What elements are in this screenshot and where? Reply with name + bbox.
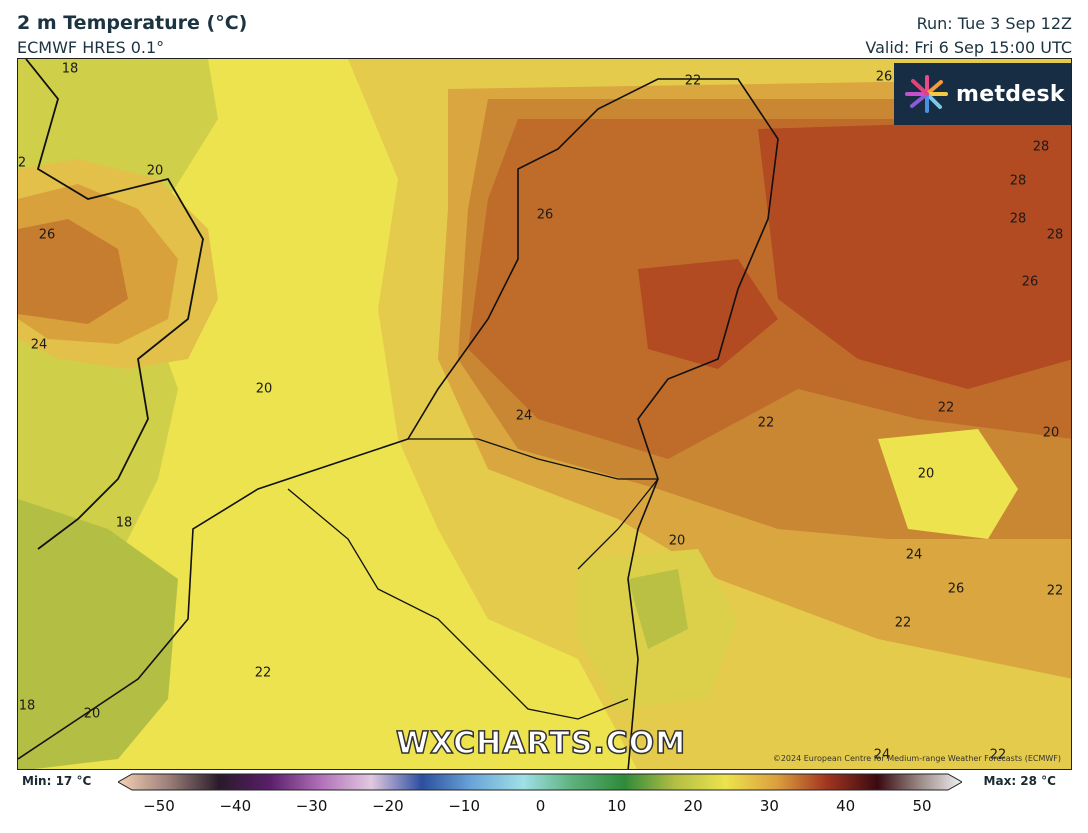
contour-label: 26 <box>947 581 965 597</box>
colorbar-tick-label: 20 <box>683 797 703 815</box>
valid-time: Valid: Fri 6 Sep 15:00 UTC <box>865 38 1072 57</box>
run-time: Run: Tue 3 Sep 12Z <box>916 14 1072 33</box>
contour-label: 22 <box>757 415 775 431</box>
max-label: Max: 28 °C <box>983 774 1056 788</box>
colorbar-tick-label: 10 <box>607 797 627 815</box>
colorbar-tick-label: 0 <box>535 797 546 815</box>
contour-label: 20 <box>1042 425 1060 441</box>
contour-label: 26 <box>536 207 554 223</box>
copyright-note: ©2024 European Centre for Medium-range W… <box>772 754 1061 763</box>
contour-label: 2 <box>17 155 27 171</box>
metdesk-logo: metdesk <box>894 63 1071 125</box>
contour-label: 22 <box>1046 583 1064 599</box>
contour-label: 28 <box>1009 211 1027 227</box>
contour-label: 22 <box>937 400 955 416</box>
colorbar-tick-label: 30 <box>759 797 779 815</box>
contour-label: 24 <box>873 747 891 763</box>
contour-label: 18 <box>115 515 133 531</box>
contour-label: 20 <box>146 163 164 179</box>
contour-label: 18 <box>61 61 79 77</box>
contour-label: 22 <box>894 615 912 631</box>
map-canvas <box>18 59 1071 769</box>
colorbar-tick-label: −50 <box>143 797 175 815</box>
contour-label: 24 <box>905 547 923 563</box>
brand-name: metdesk <box>956 81 1065 107</box>
contour-label: 22 <box>989 747 1007 763</box>
contour-label: 20 <box>917 466 935 482</box>
contour-label: 22 <box>684 73 702 89</box>
contour-label: 18 <box>18 698 36 714</box>
contour-label: 28 <box>1009 173 1027 189</box>
contour-label: 20 <box>255 381 273 397</box>
colorbar-tick-label: −30 <box>295 797 328 815</box>
temperature-map: 18 2 20 26 24 20 18 22 20 18 22 26 24 20… <box>17 58 1072 770</box>
contour-label: 20 <box>668 533 686 549</box>
contour-label: 26 <box>875 69 893 85</box>
colorbar-tick-label: −40 <box>219 797 252 815</box>
starburst-icon <box>905 75 948 113</box>
contour-label: 24 <box>30 337 48 353</box>
colorbar-tick-label: 40 <box>836 797 856 815</box>
contour-label: 24 <box>515 408 533 424</box>
contour-label: 22 <box>254 665 272 681</box>
chart-title: 2 m Temperature (°C) <box>17 12 248 34</box>
contour-label: 20 <box>83 706 101 722</box>
colorbar-tick-label: 50 <box>912 797 932 815</box>
contour-label: 26 <box>1021 274 1039 290</box>
contour-label: 28 <box>1032 139 1050 155</box>
colorbar-tick-label: −20 <box>372 797 404 815</box>
model-name: ECMWF HRES 0.1° <box>17 38 165 57</box>
watermark: WXCHARTS.COM <box>395 725 687 762</box>
colorbar <box>118 773 962 791</box>
min-label: Min: 17 °C <box>22 774 92 788</box>
colorbar-tick-label: −10 <box>448 797 481 815</box>
contour-label: 26 <box>38 227 56 243</box>
contour-label: 28 <box>1046 227 1064 243</box>
